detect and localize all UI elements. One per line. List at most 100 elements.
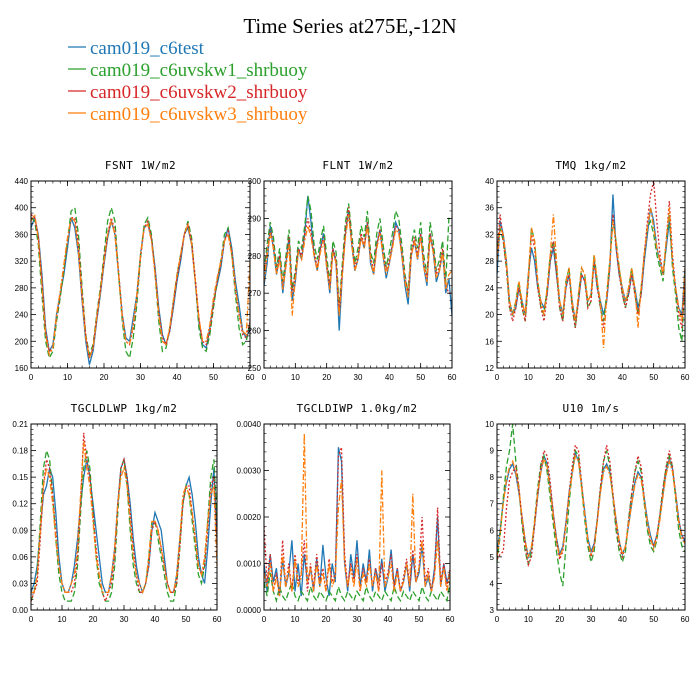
series-line <box>264 447 450 597</box>
chart-panels: FSNT 1W/m20 10 20 30 40 50 6016020024028032036… <box>12 159 690 624</box>
y-tick-label: 28 <box>485 257 494 266</box>
series-line <box>497 181 685 329</box>
legend-entry: cam019_c6uvskw2_shrbuoy <box>68 82 308 103</box>
x-tick-label: 50 <box>649 373 658 382</box>
y-tick-label: 7 <box>490 500 495 509</box>
x-tick-label: 30 <box>587 373 596 382</box>
x-tick-label: 10 <box>524 615 533 624</box>
x-tick-label: 10 <box>291 615 300 624</box>
legend-label: cam019_c6test <box>90 38 205 59</box>
y-tick-label: 3 <box>490 606 495 615</box>
y-tick-label: 270 <box>248 289 262 298</box>
y-tick-label: 0.0040 <box>237 420 262 429</box>
y-tick-label: 0.12 <box>12 500 28 509</box>
y-tick-label: 0.0010 <box>237 560 262 569</box>
x-tick-label: 20 <box>89 615 98 624</box>
y-tick-label: 40 <box>485 177 494 186</box>
y-tick-label: 20 <box>485 311 494 320</box>
x-tick-label: 20 <box>322 615 331 624</box>
series-line <box>497 454 685 560</box>
x-tick-label: 40 <box>618 615 627 624</box>
y-tick-label: 9 <box>490 447 495 456</box>
series-group <box>31 432 217 604</box>
x-tick-label: 40 <box>384 615 393 624</box>
series-line <box>264 214 452 316</box>
y-tick-label: 5 <box>490 553 495 562</box>
y-tick-label: 280 <box>248 252 262 261</box>
series-group <box>264 433 450 604</box>
y-tick-label: 16 <box>485 337 494 346</box>
chart-panel: TMQ 1kg/m2 0 10 20 30 40 50 60 12 16 20 24 28 32 36 40 <box>485 159 690 382</box>
chart-panel: TGCLDLWP 1kg/m2 0 10 20 30 40 50 60 0.00 0.03 0.06… <box>12 402 222 624</box>
plot-frame <box>263 180 453 369</box>
panel-title: TGCLDLWP 1kg/m2 <box>71 402 178 415</box>
y-tick-label: 0.18 <box>12 447 28 456</box>
series-line <box>497 443 685 568</box>
x-tick-label: 60 <box>681 615 690 624</box>
y-tick-label: 0.0020 <box>237 513 262 522</box>
series-line <box>264 572 450 604</box>
x-tick-label: 30 <box>136 373 145 382</box>
plot-frame <box>496 423 686 611</box>
series-line <box>264 195 452 331</box>
y-tick-label: 6 <box>490 526 495 535</box>
series-line <box>31 212 250 361</box>
legend-label: cam019_c6uvskw1_shrbuoy <box>90 60 308 81</box>
x-tick-label: 40 <box>173 373 182 382</box>
y-tick-label: 360 <box>15 230 29 239</box>
x-tick-label: 10 <box>63 373 72 382</box>
y-tick-label: 12 <box>485 364 494 373</box>
y-tick-label: 240 <box>15 311 29 320</box>
x-tick-label: 0 <box>495 615 500 624</box>
x-tick-label: 30 <box>354 373 363 382</box>
panel-title: FSNT 1W/m2 <box>105 159 176 172</box>
panel-title: U10 1m/s <box>563 402 620 415</box>
x-tick-label: 50 <box>415 615 424 624</box>
series-line <box>497 424 685 587</box>
x-tick-label: 40 <box>618 373 627 382</box>
x-tick-label: 40 <box>385 373 394 382</box>
x-tick-label: 30 <box>120 615 129 624</box>
legend-entry: cam019_c6test <box>68 38 205 59</box>
x-tick-label: 20 <box>322 373 331 382</box>
x-tick-label: 50 <box>209 373 218 382</box>
y-tick-label: 0.15 <box>12 473 28 482</box>
x-tick-label: 20 <box>555 615 564 624</box>
y-tick-label: 0.0000 <box>237 606 262 615</box>
series-line <box>31 432 217 604</box>
y-tick-label: 24 <box>485 284 494 293</box>
y-tick-label: 0.09 <box>12 526 28 535</box>
y-tick-label: 0.21 <box>12 420 28 429</box>
x-tick-label: 0 <box>495 373 500 382</box>
series-group <box>497 181 685 349</box>
series-line <box>264 195 452 309</box>
x-tick-label: 60 <box>446 615 455 624</box>
y-tick-label: 32 <box>485 230 494 239</box>
x-tick-label: 50 <box>416 373 425 382</box>
x-tick-label: 60 <box>213 615 222 624</box>
x-tick-label: 10 <box>524 373 533 382</box>
y-tick-label: 0.06 <box>12 553 28 562</box>
panel-title: TGCLDIWP 1.0kg/m2 <box>296 402 417 415</box>
series-group <box>497 424 685 587</box>
series-line <box>31 448 217 602</box>
y-tick-label: 250 <box>248 364 262 373</box>
y-tick-label: 200 <box>15 337 29 346</box>
x-tick-label: 10 <box>58 615 67 624</box>
y-tick-label: 160 <box>15 364 29 373</box>
figure-title: Time Series at275E,-12N <box>243 14 456 38</box>
legend-label: cam019_c6uvskw3_shrbuoy <box>90 104 308 125</box>
y-tick-label: 0.0030 <box>237 467 262 476</box>
y-tick-label: 320 <box>15 257 29 266</box>
legend-entry: cam019_c6uvskw3_shrbuoy <box>68 104 308 125</box>
legend-entry: cam019_c6uvskw1_shrbuoy <box>68 60 308 81</box>
y-tick-label: 0.00 <box>12 606 28 615</box>
x-tick-label: 30 <box>587 615 596 624</box>
x-tick-label: 0 <box>262 373 267 382</box>
x-tick-label: 0 <box>262 615 267 624</box>
y-tick-label: 0.03 <box>12 579 28 588</box>
series-group <box>264 195 452 331</box>
y-tick-label: 280 <box>15 284 29 293</box>
x-tick-label: 0 <box>29 373 34 382</box>
